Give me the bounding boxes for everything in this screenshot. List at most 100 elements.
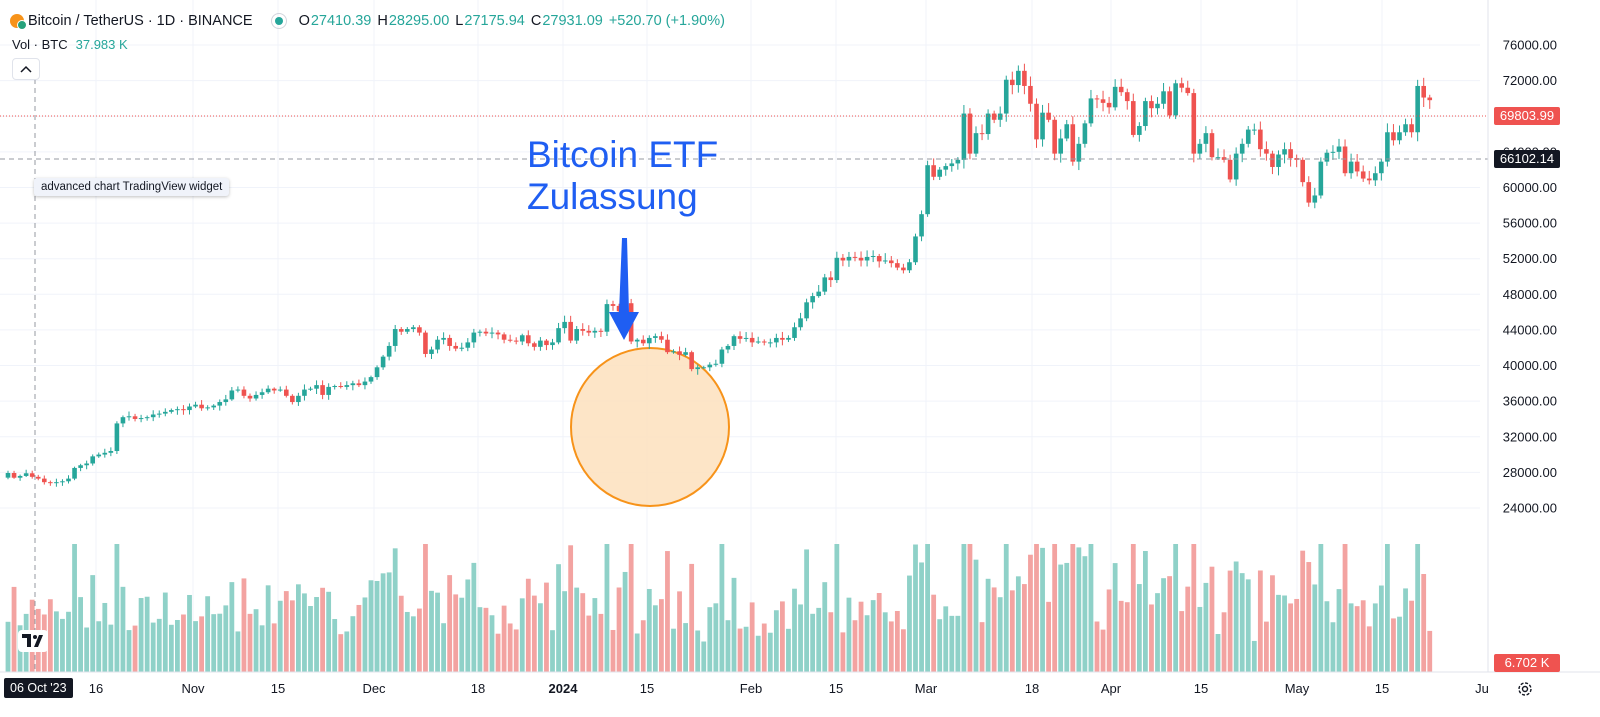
- y-tick-label: 36000.00: [1503, 394, 1557, 409]
- candle-body: [1245, 129, 1251, 144]
- candle-body: [538, 340, 543, 347]
- candle-body: [60, 481, 65, 483]
- volume-bar: [1288, 603, 1293, 672]
- volume-bar: [979, 622, 985, 672]
- candle-body: [5, 472, 11, 478]
- candle-body: [314, 385, 319, 389]
- candle-body: [326, 386, 331, 395]
- volume-bar: [302, 593, 307, 672]
- volume-bar: [586, 615, 592, 672]
- volume-bar: [235, 631, 241, 672]
- candle-body: [519, 335, 525, 342]
- candle-body: [1028, 85, 1033, 104]
- volume-bar: [465, 579, 471, 672]
- volume-bar: [1161, 578, 1166, 672]
- volume-bar: [1082, 556, 1088, 672]
- symbol-title[interactable]: Bitcoin / TetherUS · 1D · BINANCE: [28, 13, 253, 29]
- collapse-legend-button[interactable]: [12, 58, 40, 80]
- candle-body: [29, 473, 35, 477]
- volume-bar: [90, 575, 96, 672]
- candle-body: [1106, 102, 1112, 108]
- candle-body: [1318, 161, 1324, 196]
- volume-bar: [531, 595, 537, 672]
- candle-body: [90, 456, 95, 464]
- candle-body: [882, 260, 888, 262]
- candle-body: [949, 163, 955, 167]
- volume-legend: Vol · BTC 37.983 K: [12, 37, 128, 52]
- candle-body: [48, 482, 53, 484]
- volume-bar: [1088, 544, 1094, 672]
- y-tick-label: 40000.00: [1503, 358, 1557, 373]
- volume-bar: [810, 613, 816, 672]
- candle-body: [1282, 149, 1287, 155]
- tradingview-mark: [22, 634, 43, 647]
- candle-body: [1094, 98, 1100, 100]
- candle-body: [526, 335, 531, 344]
- tradingview-logo-icon[interactable]: [18, 630, 48, 652]
- market-status-icon[interactable]: [270, 13, 287, 29]
- candle-body: [955, 159, 961, 164]
- volume-bar: [162, 592, 168, 672]
- candle-body: [979, 133, 985, 135]
- ohlc-high-value: 28295.00: [388, 13, 450, 29]
- volume-bar: [453, 594, 459, 672]
- candle-body: [126, 416, 132, 418]
- candle-body: [997, 113, 1003, 120]
- candle-body: [604, 304, 610, 332]
- candle-body: [580, 329, 586, 331]
- x-tick-label: 15: [271, 681, 285, 696]
- candle-body: [241, 389, 247, 396]
- volume-bar: [1245, 579, 1251, 672]
- volume-bar: [1221, 612, 1227, 672]
- gear-icon[interactable]: [1516, 680, 1534, 698]
- ohlc-change-value: +520.70 (+1.90%): [608, 13, 725, 29]
- volume-bar: [344, 631, 350, 672]
- candle-body: [290, 395, 295, 403]
- candle-body: [308, 388, 313, 390]
- symbol-legend: Bitcoin / TetherUS · 1D · BINANCE O 27410…: [10, 10, 725, 32]
- candle-body: [380, 356, 386, 368]
- candle-body: [386, 345, 392, 357]
- ohlc-open-value: 27410.39: [310, 13, 372, 29]
- x-tick-label: 16: [89, 681, 103, 696]
- volume-bar: [1409, 600, 1414, 672]
- candle-body: [943, 166, 949, 170]
- candle-body: [181, 409, 186, 411]
- candle-body: [108, 451, 114, 453]
- candle-body: [798, 318, 803, 328]
- candle-body: [719, 349, 725, 364]
- candle-body: [653, 336, 658, 338]
- candle-body: [792, 327, 797, 338]
- volume-bar: [1143, 550, 1148, 672]
- candle-body: [144, 417, 150, 419]
- x-tick-label: Nov: [181, 681, 205, 696]
- candle-body: [507, 339, 513, 341]
- candle-body: [913, 236, 918, 263]
- candle-body: [1288, 149, 1293, 159]
- volume-bar: [828, 612, 834, 672]
- candle-body: [562, 321, 567, 329]
- volume-bar: [380, 573, 386, 672]
- volume-bar: [392, 548, 398, 672]
- volume-bar: [501, 605, 507, 672]
- volume-bar: [580, 593, 586, 672]
- volume-bar: [755, 635, 761, 672]
- candle-body: [1040, 112, 1045, 140]
- volume-bar: [1282, 595, 1287, 672]
- volume-bar: [761, 623, 767, 672]
- x-tick-label: 15: [1194, 681, 1208, 696]
- candle-body: [368, 377, 374, 382]
- volume-bar: [1276, 594, 1281, 672]
- candle-body: [810, 296, 815, 303]
- candle-body: [931, 165, 936, 177]
- candle-body: [907, 262, 912, 271]
- candle-body: [1391, 132, 1396, 141]
- candle-body: [374, 367, 380, 378]
- volume-bar: [1203, 582, 1209, 672]
- volume-bar: [60, 618, 65, 672]
- volume-bar: [1046, 601, 1051, 672]
- candle-body: [731, 336, 737, 346]
- volume-bar: [241, 578, 247, 672]
- volume-bar: [743, 626, 749, 672]
